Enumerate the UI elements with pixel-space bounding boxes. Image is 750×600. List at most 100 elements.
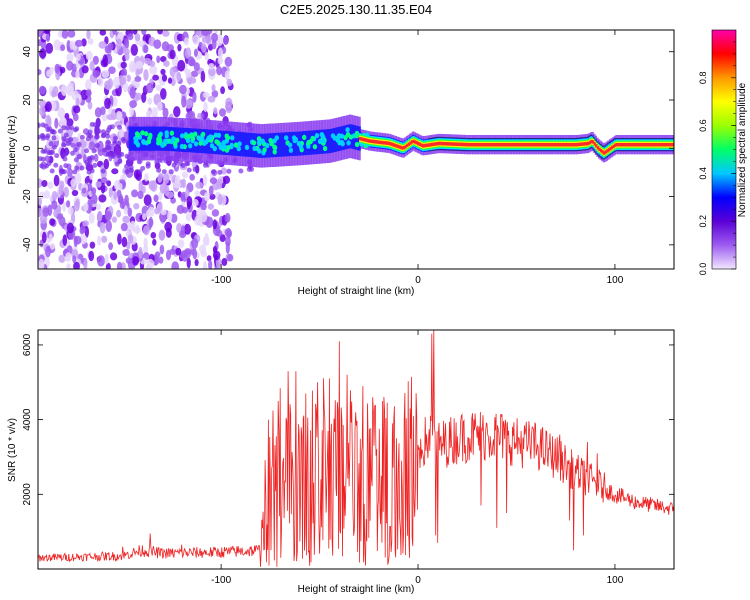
heatmap-cell: [321, 138, 326, 144]
heatmap-cell: [160, 209, 167, 216]
heatmap-cell: [303, 131, 306, 156]
heatmap-cell: [48, 141, 54, 147]
heatmap-cell: [276, 132, 279, 157]
heatmap-cell: [182, 254, 188, 262]
heatmap-cell: [40, 156, 46, 162]
heatmap-cell: [540, 143, 543, 147]
heatmap-cell: [98, 194, 107, 203]
heatmap-cell: [75, 70, 80, 79]
heatmap-cell: [136, 159, 142, 165]
snr-frame: [37, 329, 675, 570]
heatmap-cell: [623, 143, 626, 147]
heatmap-cell: [651, 143, 655, 147]
heatmap-cell: [357, 126, 360, 151]
heatmap-cell: [328, 129, 331, 154]
heatmap-cell: [129, 106, 135, 117]
heatmap-cell: [650, 143, 653, 147]
heatmap-cell: [160, 68, 166, 75]
heatmap-cell: [156, 167, 162, 173]
heatmap-cell: [401, 146, 404, 150]
heatmap-cell: [67, 167, 73, 178]
heatmap-cell: [113, 190, 118, 200]
heatmap-cell: [121, 138, 127, 144]
heatmap-cell: [596, 146, 599, 150]
heatmap-cell: [251, 140, 257, 146]
heatmap-cell: [42, 207, 50, 217]
heatmap-cell: [105, 133, 111, 139]
heatmap-cell: [41, 180, 48, 187]
heatmap-cell: [76, 154, 82, 159]
heatmap-cell: [132, 30, 138, 35]
heatmap-cell: [79, 165, 85, 171]
heatmap-cell: [76, 53, 81, 61]
heatmap-cell: [373, 139, 376, 144]
heatmap-cell: [622, 143, 625, 147]
heatmap-cell: [557, 143, 560, 147]
heatmap-cell: [51, 200, 58, 210]
heatmap-cell: [634, 143, 637, 147]
heatmap-cell: [670, 143, 673, 147]
heatmap-cell: [120, 222, 128, 232]
heatmap-cell: [163, 60, 170, 67]
heatmap-cell: [406, 143, 409, 148]
heatmap-cell: [81, 65, 89, 74]
heatmap-cell: [123, 205, 128, 215]
heatmap-cell: [254, 133, 257, 158]
heatmap-cell: [322, 145, 328, 152]
heatmap-cell: [45, 101, 52, 113]
heatmap-cell: [94, 143, 100, 149]
colorbar-tick-label: 0.4: [698, 167, 708, 180]
heatmap-cell: [410, 140, 414, 144]
heatmap-cell: [100, 129, 106, 135]
heatmap-cell: [43, 190, 51, 199]
heatmap-cell: [96, 128, 102, 134]
y-tick-label: 2000: [22, 483, 33, 506]
heatmap-cell: [146, 82, 154, 94]
x-tick-label: 0: [415, 575, 421, 586]
heatmap-cell: [66, 53, 74, 63]
heatmap-cell: [85, 136, 91, 142]
heatmap-cell: [600, 148, 603, 153]
heatmap-cell: [226, 230, 233, 238]
heatmap-cell: [645, 143, 648, 147]
heatmap-cell: [470, 143, 473, 147]
heatmap-cell: [163, 184, 170, 196]
heatmap-cell: [590, 139, 593, 144]
heatmap-cell: [284, 132, 287, 157]
heatmap-cell: [67, 82, 75, 94]
heatmap-cell: [384, 141, 387, 145]
heatmap-cell: [192, 248, 198, 260]
heatmap-cell: [459, 142, 462, 147]
heatmap-cell: [398, 145, 401, 149]
heatmap-cell: [106, 180, 112, 187]
heatmap-cell: [492, 143, 495, 147]
heatmap-cell: [112, 140, 118, 146]
heatmap-cell: [647, 143, 650, 147]
heatmap-cell: [222, 36, 229, 46]
heatmap-cell: [201, 43, 207, 53]
heatmap-cell: [442, 142, 445, 146]
heatmap-cell: [224, 56, 233, 67]
heatmap-cell: [563, 143, 566, 147]
heatmap-cell: [132, 227, 141, 234]
heatmap-cell: [213, 250, 221, 261]
heatmap-cell: [145, 110, 152, 118]
snr-series-line: [38, 330, 674, 567]
colorbar: 0.0 0.2 0.4 0.6 0.8 Normalized spectral ampl…: [698, 29, 748, 275]
heatmap-cell: [127, 33, 134, 41]
heatmap-cell: [262, 147, 267, 153]
heatmap-cell: [99, 222, 106, 234]
heatmap-cell: [193, 62, 200, 72]
heatmap-cell: [184, 98, 193, 109]
heatmap-cell: [144, 126, 147, 151]
heatmap-cell: [134, 76, 142, 83]
heatmap-cell: [226, 78, 233, 87]
heatmap-cell: [171, 162, 177, 168]
heatmap-cell: [111, 168, 119, 175]
colorbar-axis: 0.0 0.2 0.4 0.6 0.8: [698, 41, 736, 275]
heatmap-cell: [246, 166, 252, 172]
heatmap-cell: [79, 234, 87, 245]
x-tick-label: -100: [211, 275, 231, 286]
heatmap-cell: [664, 143, 667, 147]
heatmap-cell: [116, 209, 122, 218]
